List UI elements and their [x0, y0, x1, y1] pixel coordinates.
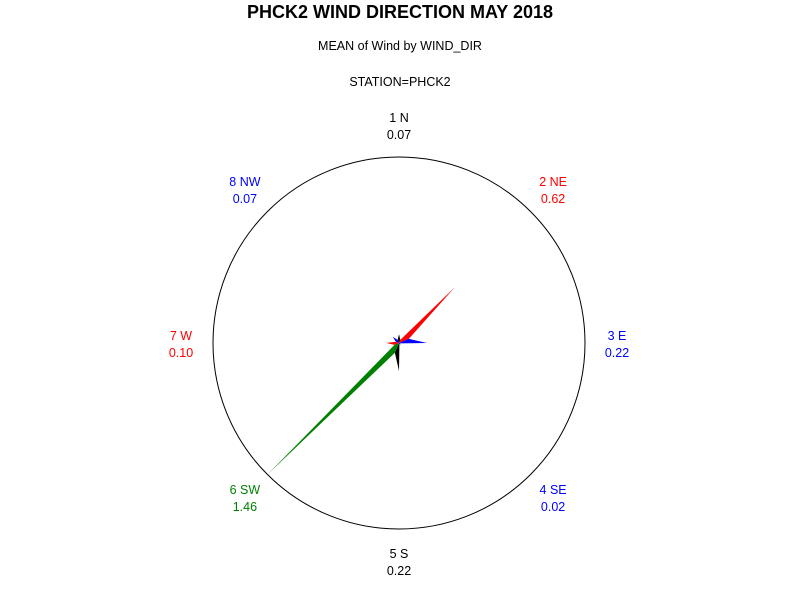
- slice-s: [394, 343, 400, 371]
- value-label-sw: 1.46: [233, 500, 257, 514]
- chart-subtitle: MEAN of Wind by WIND_DIR: [318, 39, 482, 53]
- slice-se: [399, 343, 401, 345]
- category-label-se: 4 SE: [540, 483, 567, 497]
- category-label-s: 5 S: [390, 547, 409, 561]
- category-label-n: 1 N: [389, 111, 408, 125]
- slices-group: [267, 287, 455, 475]
- slice-sw: [267, 343, 399, 475]
- value-label-ne: 0.62: [541, 192, 565, 206]
- slice-e: [399, 338, 427, 344]
- slice-n: [397, 334, 401, 343]
- slice-w: [386, 341, 399, 345]
- slice-nw: [392, 336, 399, 343]
- category-label-e: 3 E: [608, 329, 627, 343]
- value-label-s: 0.22: [387, 564, 411, 578]
- value-label-e: 0.22: [605, 346, 629, 360]
- category-label-ne: 2 NE: [539, 175, 567, 189]
- compass-circle: [212, 156, 586, 530]
- category-label-sw: 6 SW: [230, 483, 261, 497]
- value-label-w: 0.10: [169, 346, 193, 360]
- category-label-nw: 8 NW: [229, 175, 260, 189]
- value-label-n: 0.07: [387, 128, 411, 142]
- chart-title: PHCK2 WIND DIRECTION MAY 2018: [247, 2, 553, 22]
- category-label-w: 7 W: [170, 329, 192, 343]
- slice-ne: [399, 287, 455, 343]
- chart-byline: STATION=PHCK2: [349, 75, 450, 89]
- value-label-nw: 0.07: [233, 192, 257, 206]
- labels-group: 1 N 0.07 2 NE 0.62 3 E 0.22 4 SE 0.02 5 S 0.22 6 S…: [169, 111, 629, 578]
- value-label-se: 0.02: [541, 500, 565, 514]
